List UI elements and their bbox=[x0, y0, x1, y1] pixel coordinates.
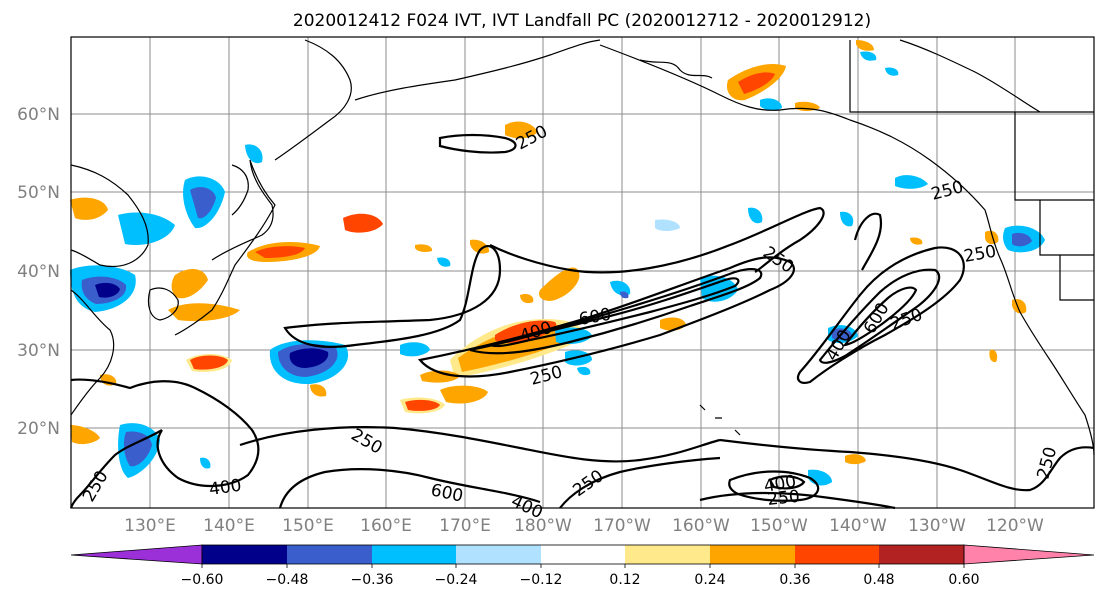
lat-label: 40°N bbox=[17, 262, 60, 282]
lon-label: 150°E bbox=[282, 516, 334, 536]
colorbar-segment bbox=[456, 545, 541, 564]
colorbar-segment bbox=[625, 545, 710, 564]
lon-label: 180°W bbox=[514, 516, 572, 536]
latitude-labels: 60°N 50°N 40°N 30°N 20°N bbox=[17, 105, 60, 439]
lat-label: 60°N bbox=[17, 105, 60, 125]
contour-label: 250 bbox=[766, 487, 800, 510]
lon-label: 160°W bbox=[672, 516, 730, 536]
colorbar-segment bbox=[202, 545, 287, 564]
colorbar-frame bbox=[201, 544, 965, 565]
colorbar-tick-label: −0.24 bbox=[435, 572, 478, 588]
colorbar-segment bbox=[879, 545, 964, 564]
ivt-contours bbox=[69, 133, 1095, 510]
colorbar-tick-label: −0.12 bbox=[520, 572, 563, 588]
coastlines bbox=[70, 39, 1095, 456]
colorbar-segment bbox=[541, 545, 625, 564]
lon-label: 130°W bbox=[908, 516, 966, 536]
colorbar: −0.60 −0.48 −0.36 −0.24 −0.12 0.12 0.24 … bbox=[70, 544, 1095, 588]
colorbar-tick-label: 0.48 bbox=[863, 572, 894, 588]
contour-label: 400 bbox=[208, 476, 243, 500]
lon-label: 130°E bbox=[124, 516, 176, 536]
ivt-negative-shading bbox=[70, 51, 1045, 486]
colorbar-ticks bbox=[201, 564, 965, 568]
lat-label: 30°N bbox=[17, 341, 60, 361]
colorbar-extend-low bbox=[70, 544, 203, 565]
lon-label: 140°E bbox=[203, 516, 255, 536]
colorbar-tick-label: 0.24 bbox=[694, 572, 725, 588]
colorbar-segment bbox=[710, 545, 795, 564]
colorbar-tick-label: −0.36 bbox=[351, 572, 394, 588]
colorbar-extend-high bbox=[963, 544, 1095, 565]
colorbar-tick-label: −0.60 bbox=[181, 572, 224, 588]
lon-label: 140°W bbox=[829, 516, 887, 536]
lon-label: 120°W bbox=[986, 516, 1044, 536]
colorbar-segment bbox=[372, 545, 456, 564]
longitude-labels: 130°E 140°E 150°E 160°E 170°E 180°W 170°… bbox=[124, 516, 1044, 536]
lat-label: 20°N bbox=[17, 419, 60, 439]
map-panel: 250 250 250 250 250 600 400 250 400 600 … bbox=[69, 36, 1095, 524]
lon-label: 170°W bbox=[593, 516, 651, 536]
lon-label: 170°E bbox=[439, 516, 491, 536]
figure-title: 2020012412 F024 IVT, IVT Landfall PC (20… bbox=[293, 11, 871, 31]
colorbar-segment bbox=[795, 545, 879, 564]
colorbar-segment bbox=[287, 545, 372, 564]
contour-labels: 250 250 250 250 250 600 400 250 400 600 … bbox=[79, 122, 1061, 524]
colorbar-tick-label: 0.36 bbox=[779, 572, 810, 588]
colorbar-tick-label: 0.60 bbox=[948, 572, 979, 588]
map-frame bbox=[70, 36, 1095, 509]
lon-label: 160°E bbox=[360, 516, 412, 536]
colorbar-tick-label: −0.48 bbox=[266, 572, 309, 588]
lon-label: 150°W bbox=[750, 516, 808, 536]
colorbar-tick-label: 0.12 bbox=[609, 572, 640, 588]
lat-label: 50°N bbox=[17, 183, 60, 203]
